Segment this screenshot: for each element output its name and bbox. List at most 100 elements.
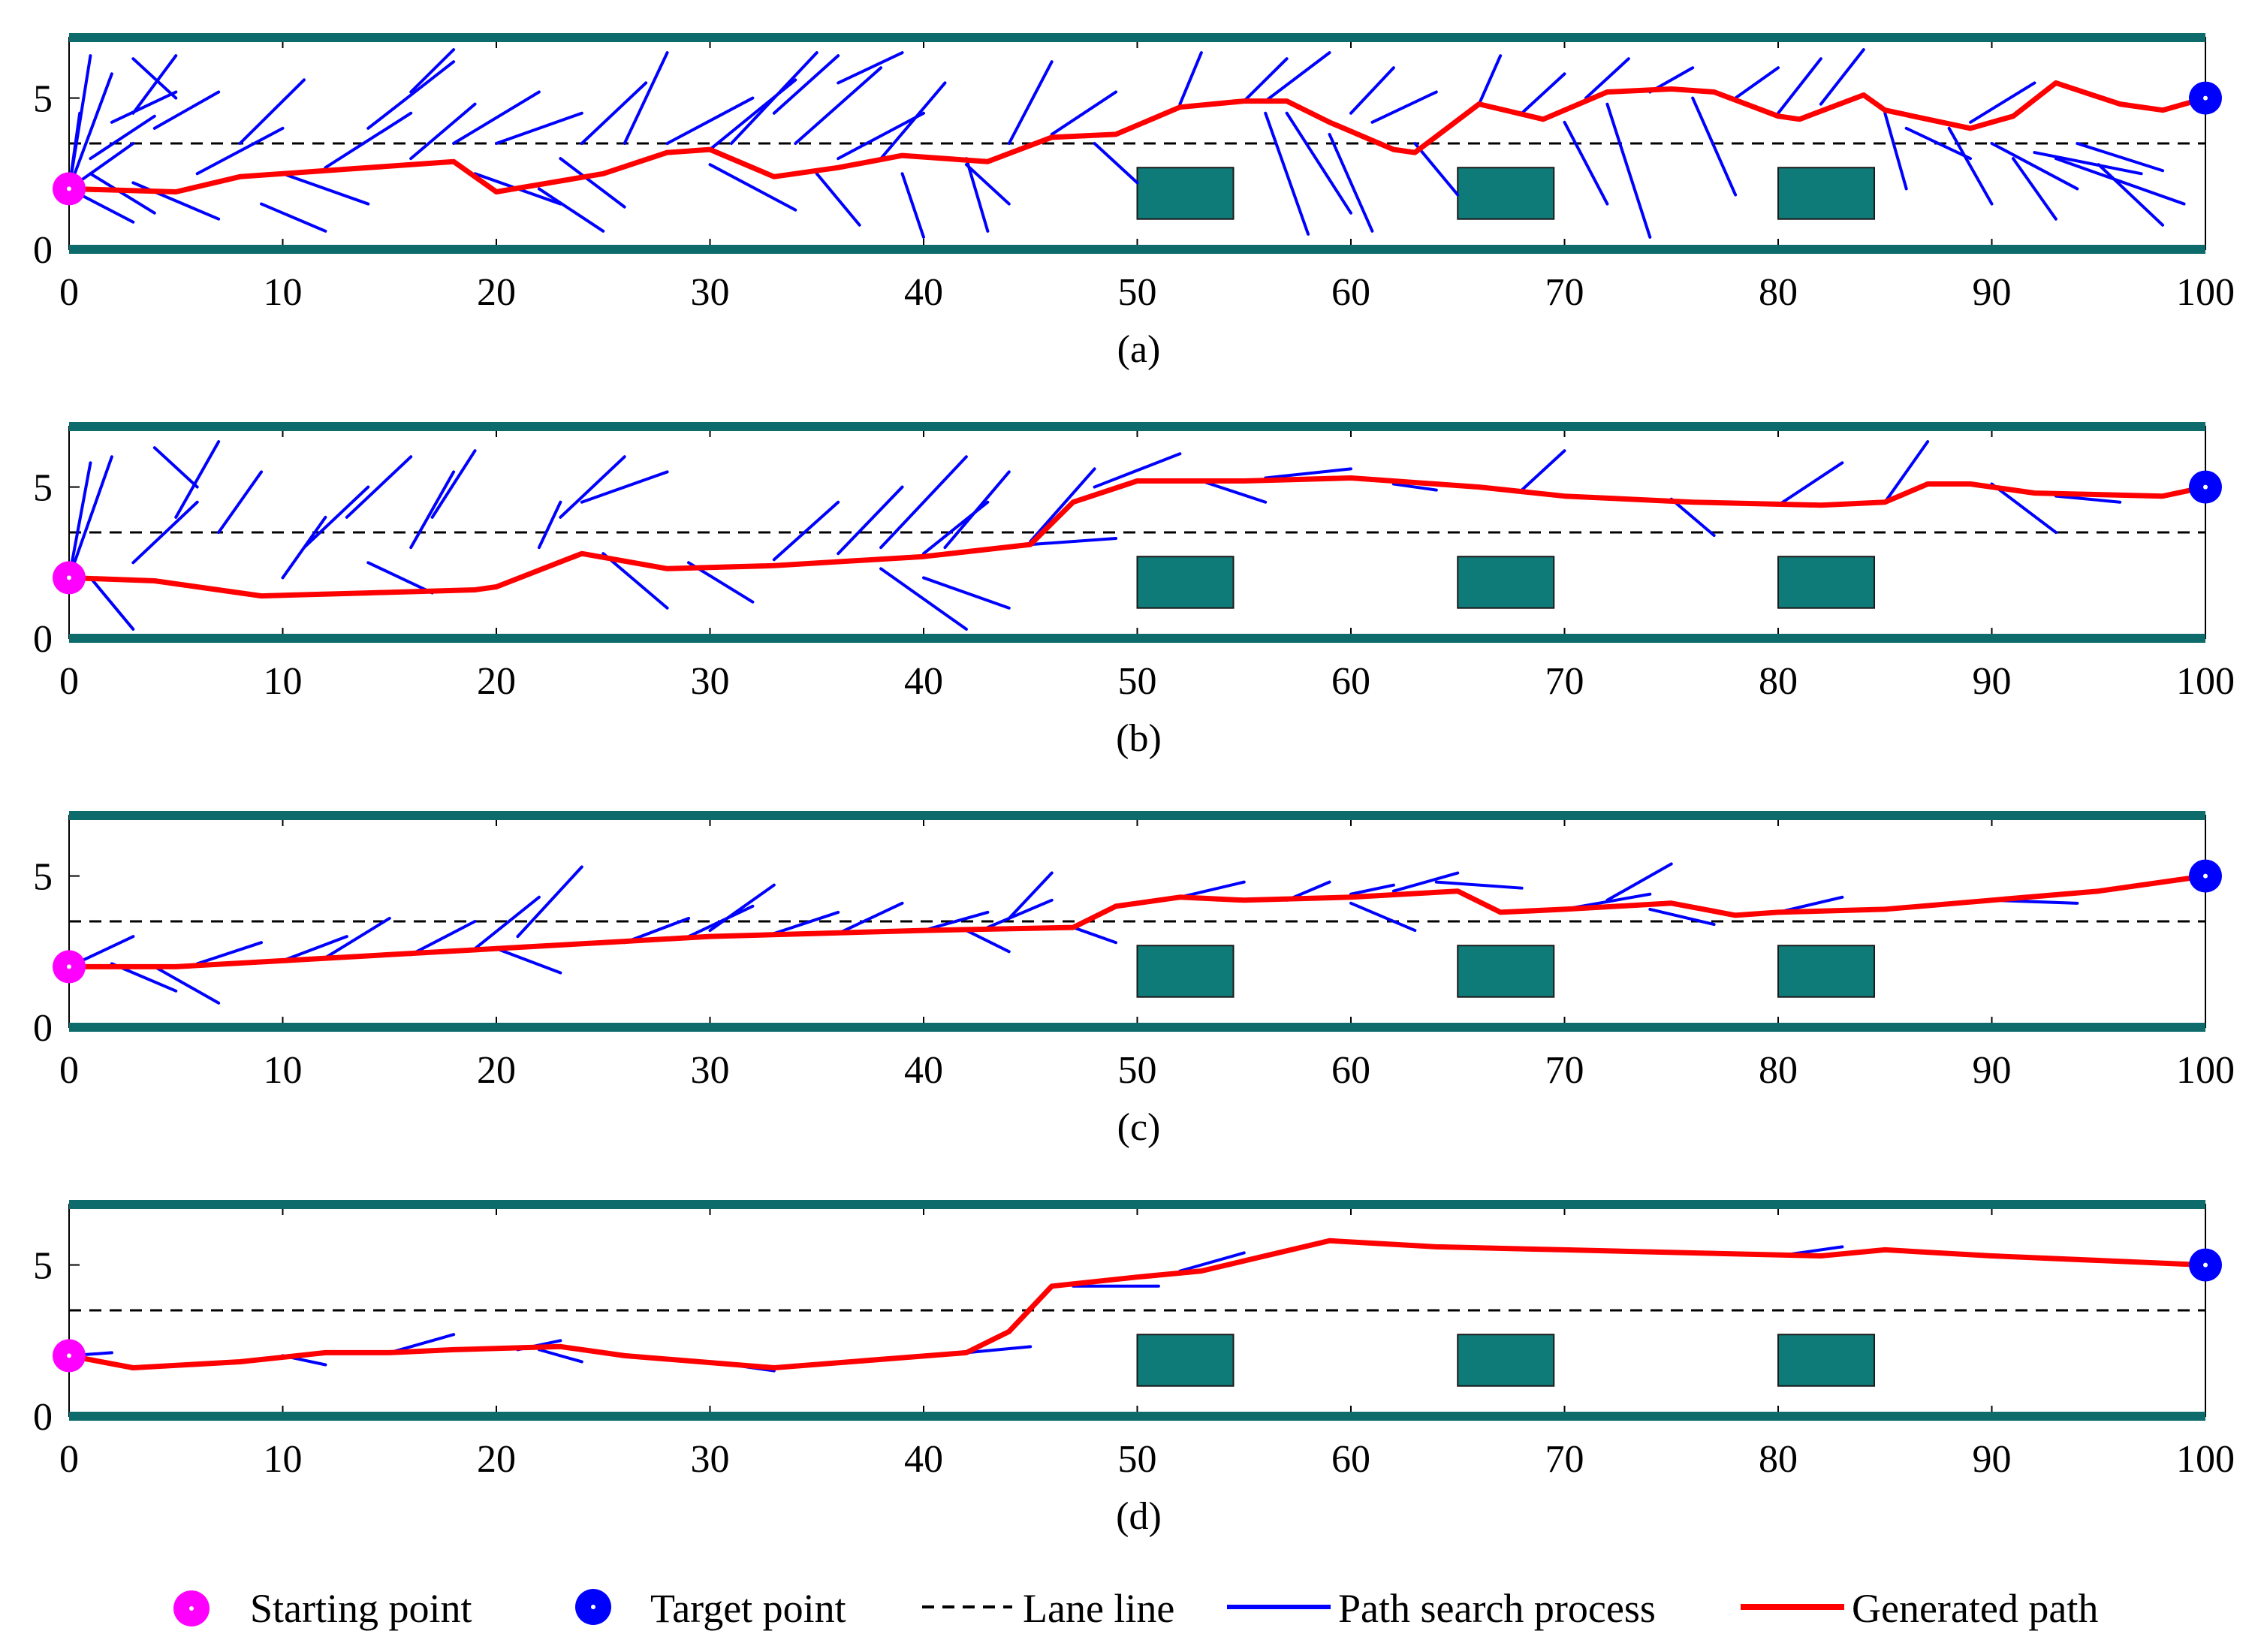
search-segment <box>1413 142 1460 197</box>
search-segment <box>1520 449 1566 492</box>
search-segment <box>922 576 1011 610</box>
search-segment <box>131 57 178 100</box>
y-tick-label: 0 <box>33 1396 53 1439</box>
search-segment <box>1883 440 1930 504</box>
x-tick-label: 60 <box>1331 1438 1370 1481</box>
search-segment <box>1093 142 1139 185</box>
obstacle <box>1777 167 1876 220</box>
search-segment <box>1990 482 2058 534</box>
search-segment <box>772 910 840 936</box>
x-tick-label: 0 <box>59 660 79 703</box>
x-tick-label: 100 <box>2176 1049 2235 1092</box>
search-segment <box>2054 157 2186 206</box>
road-edge-top <box>69 811 2205 820</box>
search-segment <box>665 96 755 145</box>
search-segment <box>302 485 370 550</box>
legend-search-label: Path search process <box>1338 1586 1656 1631</box>
y-tick-label: 5 <box>33 467 53 510</box>
target-point-center <box>2203 873 2208 879</box>
search-segment <box>1050 90 1118 136</box>
search-segment <box>68 72 113 191</box>
x-tick-label: 90 <box>1973 1049 2012 1092</box>
search-segment <box>922 910 990 933</box>
search-segment <box>409 102 477 161</box>
obstacle <box>1457 556 1555 609</box>
obstacle <box>1457 945 1555 998</box>
legend-target-label: Target point <box>650 1586 846 1631</box>
search-segment <box>1391 871 1460 893</box>
legend-start-label: Starting point <box>250 1586 472 1631</box>
search-segment <box>559 455 626 519</box>
search-segment <box>837 485 904 556</box>
x-tick-label: 40 <box>904 1049 943 1092</box>
x-tick-label: 20 <box>477 660 516 703</box>
search-segment <box>152 965 221 1005</box>
x-tick-label: 70 <box>1545 1438 1584 1481</box>
search-segment <box>1328 132 1374 233</box>
search-segment <box>1349 66 1395 115</box>
x-tick-label: 0 <box>59 271 79 314</box>
search-segment <box>68 455 113 580</box>
search-segment <box>1777 461 1844 507</box>
search-segment <box>131 500 199 565</box>
search-segment <box>495 111 583 145</box>
road-edge-top <box>69 33 2205 42</box>
x-tick-label: 40 <box>904 1438 943 1481</box>
target-point-center <box>2203 95 2208 101</box>
obstacle <box>1777 945 1876 998</box>
search-segment <box>815 172 861 227</box>
legend-target-marker-center <box>591 1605 595 1609</box>
search-segment <box>964 929 1011 954</box>
x-tick-label: 10 <box>264 1049 303 1092</box>
x-tick-label: 20 <box>477 1049 516 1092</box>
search-segment <box>1648 907 1716 927</box>
search-segment <box>2011 157 2058 221</box>
x-tick-label: 20 <box>477 271 516 314</box>
x-tick-label: 50 <box>1118 271 1157 314</box>
search-segment <box>1734 66 1780 100</box>
search-segment <box>89 172 156 215</box>
search-segment <box>708 883 776 933</box>
search-segment <box>1178 1251 1246 1273</box>
search-segment <box>986 898 1054 930</box>
search-segment <box>452 90 541 145</box>
x-tick-label: 10 <box>264 1438 303 1481</box>
search-segment <box>1520 72 1566 115</box>
search-segment <box>430 449 477 519</box>
search-segment <box>559 157 626 209</box>
search-segment <box>900 172 925 239</box>
x-tick-label: 50 <box>1118 660 1157 703</box>
search-segment <box>2033 151 2143 176</box>
search-segment <box>537 500 562 550</box>
search-segment <box>1178 880 1246 899</box>
x-tick-label: 40 <box>904 271 943 314</box>
search-segment <box>131 54 178 115</box>
search-segment <box>964 157 990 233</box>
y-tick-label: 5 <box>33 1245 53 1288</box>
x-tick-label: 90 <box>1973 1438 2012 1481</box>
panel-b: 0 10 20 30 40 50 60 70 80 90 100 0 5 (b) <box>33 422 2235 760</box>
search-segment <box>1669 497 1716 538</box>
panel-c: 0 10 20 30 40 50 60 70 80 90 100 0 5 (c) <box>33 811 2235 1149</box>
search-segment <box>281 172 370 206</box>
obstacle <box>1136 556 1235 609</box>
search-segment <box>345 455 413 519</box>
search-segment <box>1349 883 1395 896</box>
legend-start-marker-center <box>189 1606 194 1611</box>
x-tick-label: 100 <box>2176 1438 2235 1481</box>
search-segment <box>943 470 1011 550</box>
search-segment <box>1349 901 1417 933</box>
x-tick-label: 60 <box>1331 1049 1370 1092</box>
search-segment <box>1477 54 1503 106</box>
generated-path <box>66 873 2208 969</box>
search-segment <box>1691 96 1738 197</box>
x-tick-label: 70 <box>1545 271 1584 314</box>
search-segment <box>516 865 583 939</box>
obstacle <box>1136 167 1235 220</box>
x-tick-label: 70 <box>1545 1049 1584 1092</box>
search-segment <box>1264 51 1331 103</box>
x-tick-label: 90 <box>1973 271 2012 314</box>
target-point-center <box>2203 484 2208 490</box>
road-edge-top <box>69 1200 2205 1209</box>
search-segment <box>260 202 327 233</box>
